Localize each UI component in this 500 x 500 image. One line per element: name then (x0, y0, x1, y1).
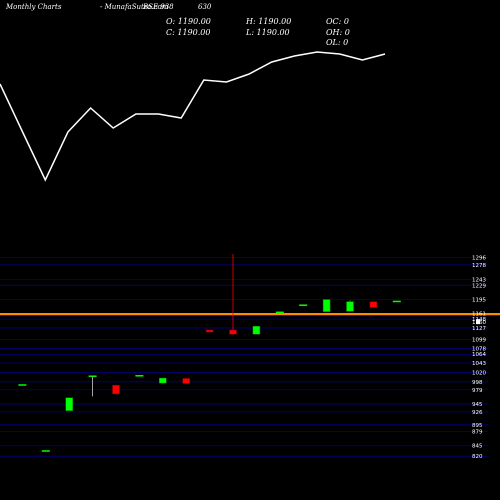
candle-12 (275, 311, 284, 314)
tick-label-1148: 1148 (472, 317, 486, 323)
candle-7 (159, 377, 167, 384)
low-value: L: 1190.00 (246, 28, 290, 37)
tick-label-998: 998 (472, 380, 483, 386)
reference-marker (476, 319, 480, 325)
high-value: H: 1190.00 (246, 17, 292, 26)
tick-label-879: 879 (472, 430, 483, 436)
candle-11 (252, 326, 261, 335)
ol-value: OL: 0 (326, 38, 349, 47)
tick-label-1161: 1161 (472, 312, 486, 318)
candle-14 (322, 299, 331, 312)
candles (18, 254, 401, 452)
tick-label-845: 845 (472, 444, 483, 450)
tick-label-1278: 1278 (472, 263, 486, 269)
symbol-label: - MunafaSutra.com (100, 3, 169, 11)
candle-2 (41, 450, 50, 452)
oc-value: OC: 0 (326, 17, 350, 26)
candle-3 (65, 397, 73, 411)
tick-label-945: 945 (472, 402, 483, 408)
code-label: BSE 938 (143, 3, 174, 11)
tick-label-820: 820 (472, 454, 483, 460)
candle-9 (205, 329, 214, 333)
open-value: O: 1190.00 (166, 17, 211, 26)
tick-label-1064: 1064 (472, 352, 486, 358)
candle-10 (229, 329, 237, 335)
candle-6 (135, 375, 144, 377)
tick-label-1243: 1243 (472, 277, 486, 283)
tick-label-1099: 1099 (472, 338, 486, 344)
tick-label-1195: 1195 (472, 298, 486, 304)
candle-15 (346, 301, 354, 312)
close-value: C: 1190.00 (166, 28, 211, 37)
tick-label-979: 979 (472, 388, 483, 394)
candle-17 (392, 300, 401, 303)
tick-label-1127: 1127 (472, 326, 486, 332)
oh-value: OH: 0 (326, 28, 350, 37)
reference-layer: 1160 (0, 313, 500, 326)
tick-label-1020: 1020 (472, 371, 486, 377)
tick-label-895: 895 (472, 423, 483, 429)
tick-label-1296: 1296 (472, 255, 486, 261)
extra-label: 630 (198, 3, 212, 11)
candle-13 (299, 304, 308, 306)
candle-4 (88, 375, 97, 377)
price-line-panel (0, 51, 386, 182)
price-line (0, 51, 386, 182)
tick-label-1043: 1043 (472, 361, 486, 367)
candle-5 (112, 384, 120, 395)
candle-1 (18, 384, 27, 386)
candle-16 (369, 301, 378, 308)
chart-title: Monthly Charts (6, 3, 62, 11)
tick-label-1078: 1078 (472, 346, 486, 352)
tick-label-926: 926 (472, 410, 483, 416)
tick-label-1229: 1229 (472, 283, 486, 289)
price-grid (0, 256, 488, 457)
candle-8 (182, 378, 190, 384)
